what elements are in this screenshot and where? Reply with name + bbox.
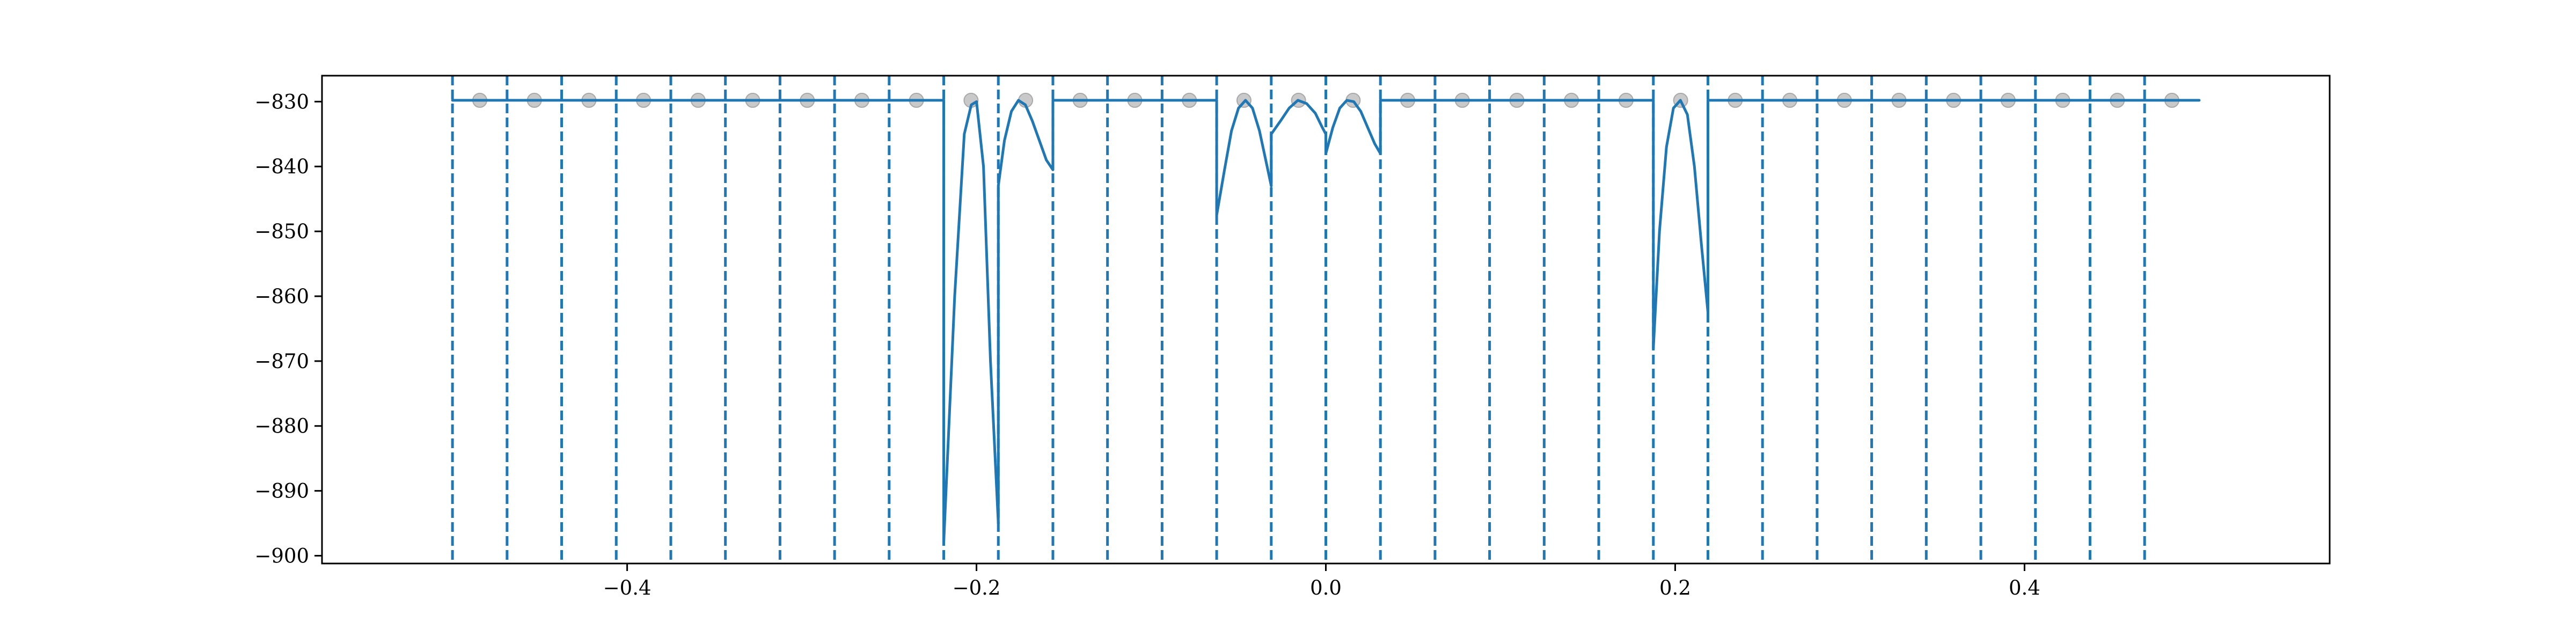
x-tick-label: 0.2 [1659, 576, 1691, 599]
y-tick-label: −840 [254, 155, 309, 178]
y-tick-label: −880 [254, 415, 309, 438]
series-segment [997, 99, 1055, 187]
y-tick-label: −850 [254, 220, 309, 243]
y-tick-label: −870 [254, 350, 309, 373]
y-axis: −830 −840 −850 −860 −870 −880 −890 −900 [254, 90, 322, 567]
y-tick-label: −890 [254, 480, 309, 503]
series-segment [1324, 99, 1382, 155]
series-segment [1215, 99, 1273, 217]
x-tick-label: 0.4 [2009, 576, 2040, 599]
x-tick-label: 0.0 [1310, 576, 1342, 599]
y-tick-label: −830 [254, 90, 309, 113]
series-segment [942, 100, 1000, 544]
series-segment [1270, 99, 1327, 136]
series-lines [451, 99, 2201, 544]
series-segment [1652, 99, 1709, 350]
x-tick-label: −0.4 [603, 576, 652, 599]
y-tick-label: −860 [254, 285, 309, 308]
x-axis: −0.4 −0.2 0.0 0.2 0.4 [603, 564, 2040, 599]
boundary-lines [451, 76, 2146, 564]
y-tick-label: −900 [254, 544, 309, 567]
x-tick-label: −0.2 [953, 576, 1001, 599]
